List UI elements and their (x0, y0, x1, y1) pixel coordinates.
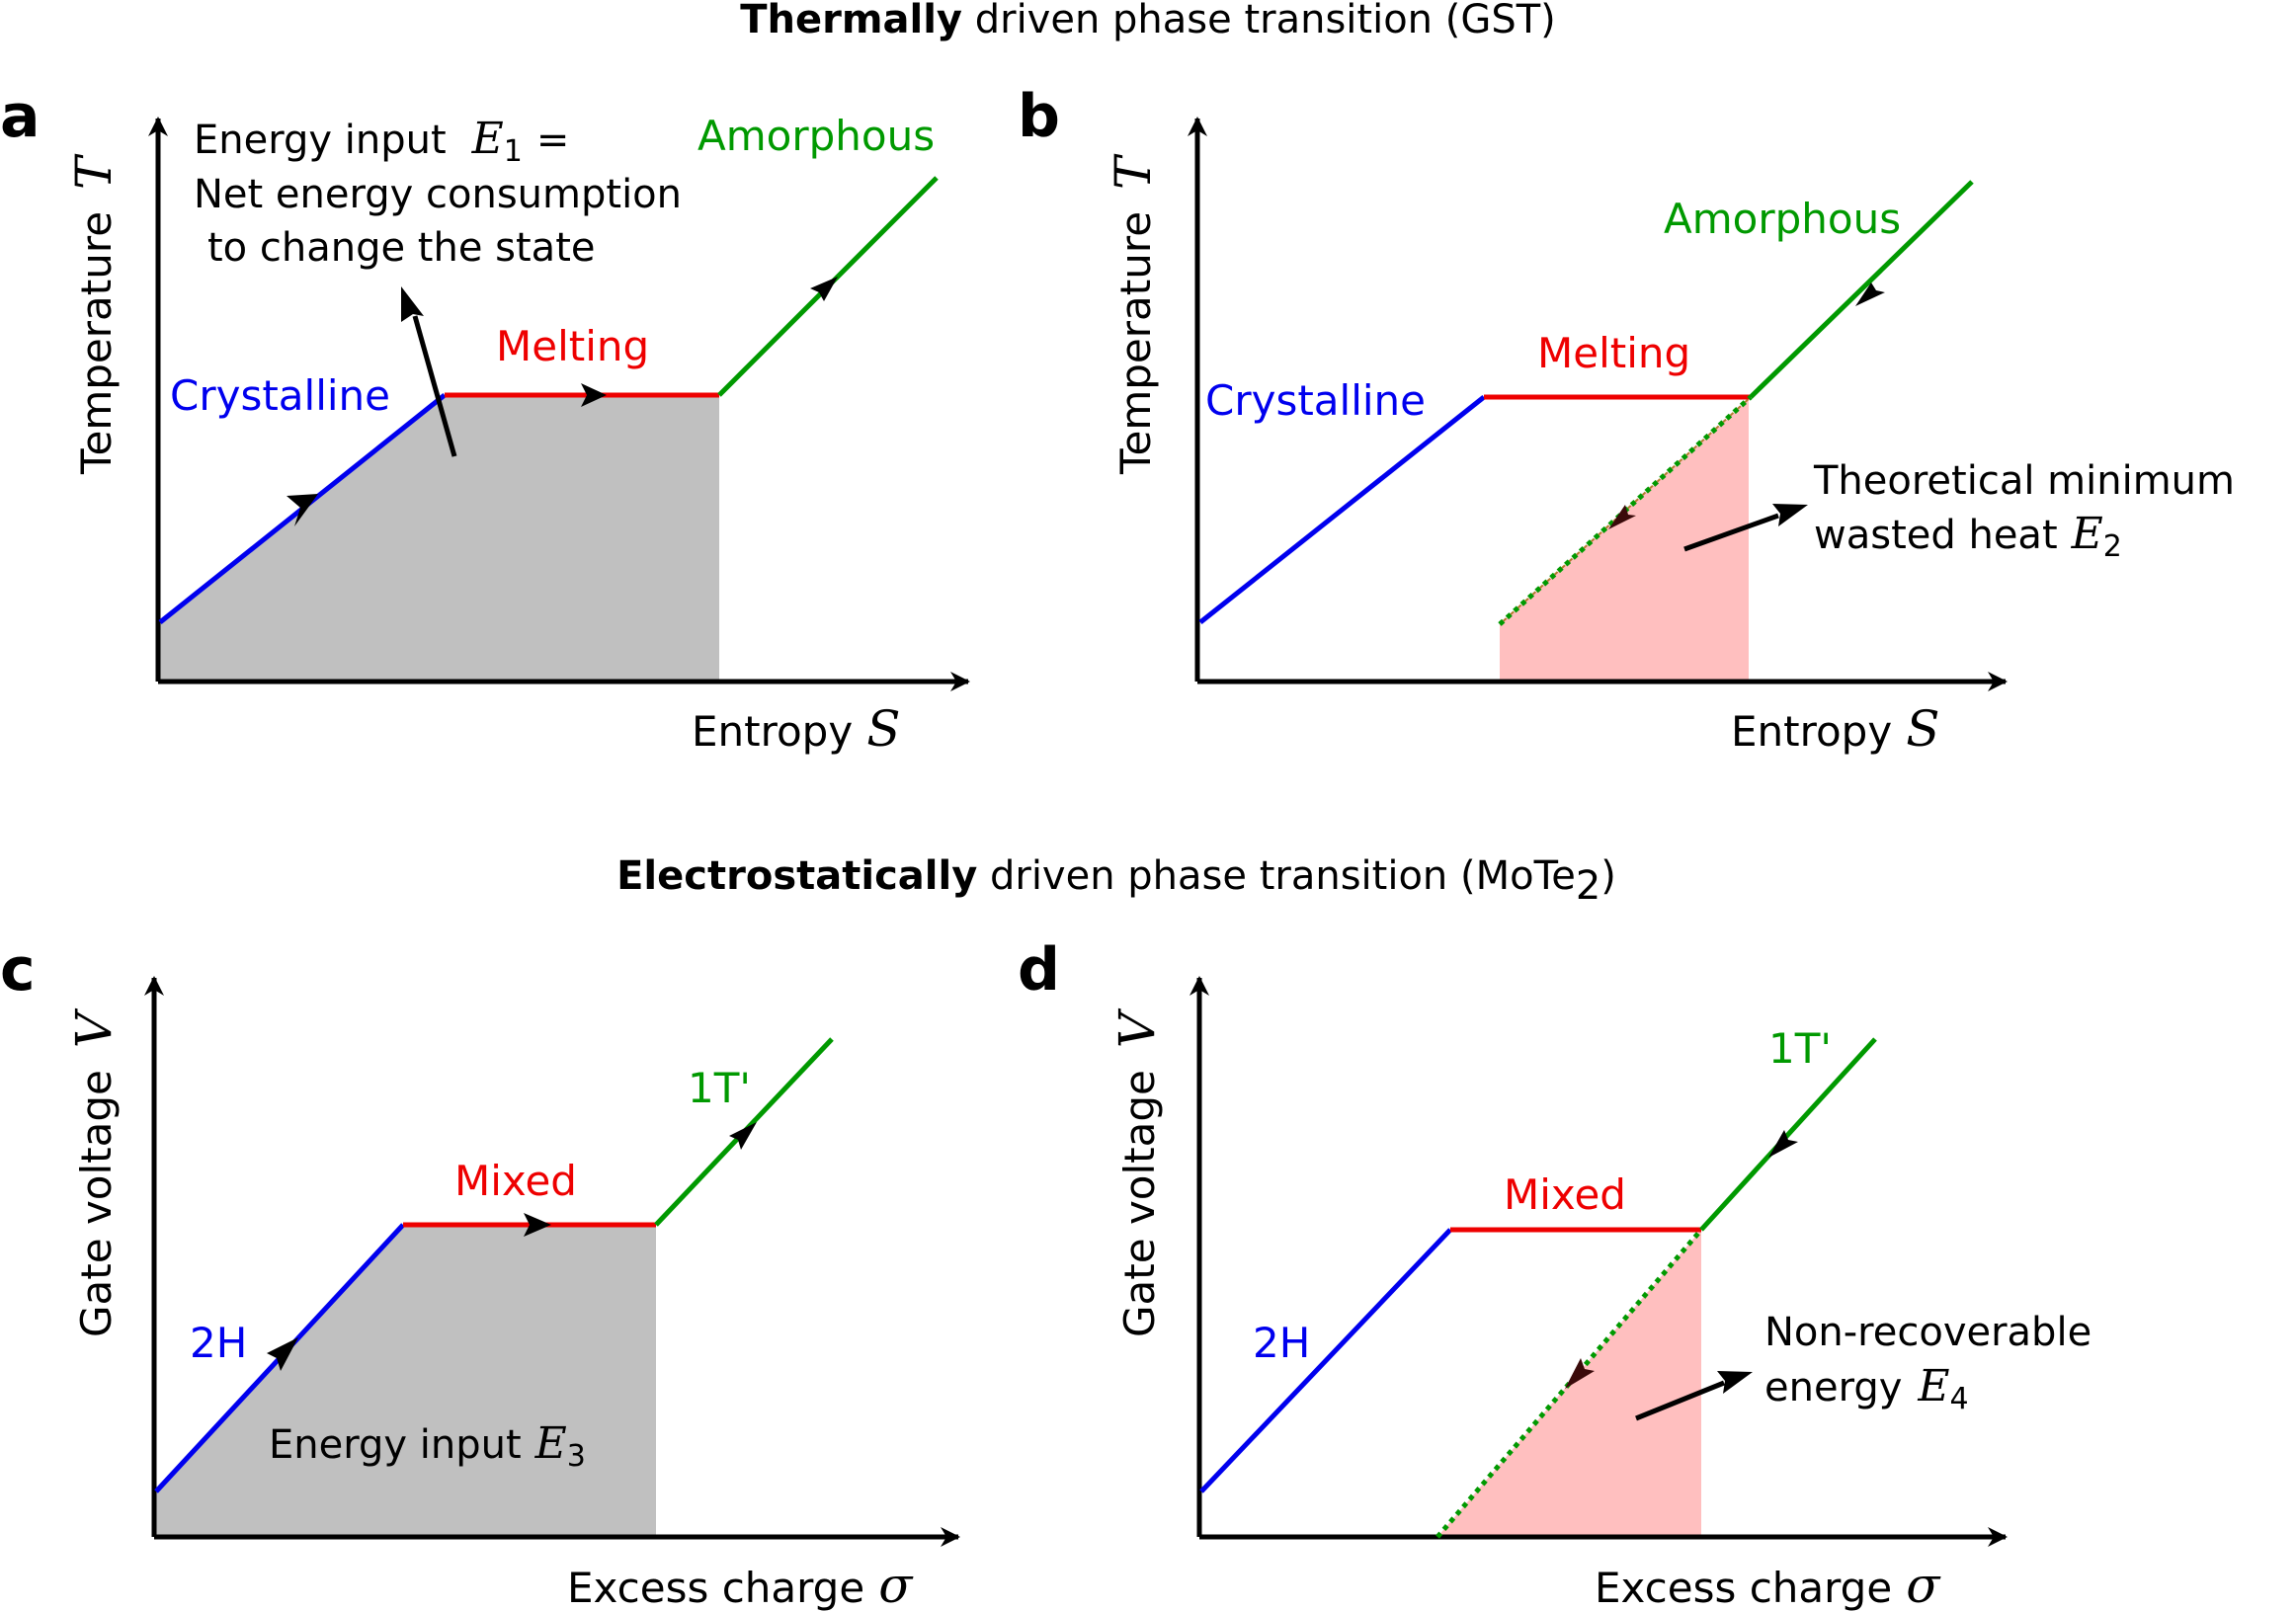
crystalline-line (1198, 395, 1486, 624)
arrow-marker (729, 1122, 757, 1150)
x-axis-label: Excess charge σ (1595, 1557, 1941, 1611)
phase-mid-label: Melting (1537, 329, 1690, 377)
energy-input-area (156, 1225, 656, 1537)
wasted-heat-area (1500, 400, 1749, 682)
annotation-arrow (412, 315, 457, 457)
x-axis-label: Entropy S (692, 700, 900, 758)
panel-c: c 2H Mixed 1T' Energy input E3 Excess cha… (0, 935, 960, 1611)
2h-line (1199, 1228, 1452, 1493)
energy-input-area (160, 395, 719, 682)
dotted-return-line (1499, 396, 1752, 625)
panel-d: d 2H Mixed 1T' Non-recoverable energy E4 … (1018, 935, 2091, 1611)
amorphous-line (1749, 180, 1974, 399)
y-axis-label: Gate voltageV (1108, 1007, 1166, 1337)
arrow-marker (401, 286, 424, 322)
phase-mid-label: Mixed (454, 1157, 577, 1205)
phase-high-label: Amorphous (1664, 195, 1901, 243)
panel-a: a Crystalline Melting Amorphous Energy i… (0, 82, 970, 758)
panel-b: b Crystalline Melting Amorphous Theoreti… (1018, 82, 2235, 758)
y-axis-label: Gate voltageV (65, 1007, 123, 1337)
note-line-2: wasted heat E2 (1814, 509, 2122, 564)
note-line-2: energy E4 (1764, 1361, 1969, 1416)
title-thermal: Thermally driven phase transition (GST) (740, 0, 1556, 42)
panel-letter-c: c (0, 935, 36, 1005)
y-axis-label: TemperatureT (65, 153, 123, 475)
1t-prime-line (1699, 1037, 1877, 1232)
phase-low-label: 2H (190, 1319, 247, 1367)
arrow-marker (1768, 1130, 1798, 1158)
arrow-marker (581, 383, 607, 407)
arrow-marker (267, 1337, 298, 1371)
phase-mid-label: Mixed (1504, 1170, 1626, 1219)
phase-high-label: 1T' (1768, 1024, 1832, 1073)
arrow-marker (287, 494, 318, 526)
note-line-1: Theoretical minimum (1813, 458, 2235, 504)
note-line-1: Non-recoverable (1764, 1310, 2091, 1355)
arrow-marker (524, 1213, 551, 1237)
note-line-2: Net energy consumption (194, 172, 682, 217)
annotation-arrow (1635, 1380, 1725, 1421)
arrow-marker (1855, 282, 1885, 306)
panel-letter-b: b (1018, 82, 1060, 151)
note-line-1: Energy input E3 (269, 1418, 586, 1474)
arrow-marker (1565, 1358, 1595, 1389)
arrow-marker (1772, 504, 1808, 526)
x-axis-label: Entropy S (1731, 700, 1939, 758)
arrow-marker (1717, 1371, 1753, 1394)
phase-high-label: Amorphous (697, 112, 935, 160)
phase-low-label: Crystalline (170, 371, 390, 420)
phase-low-label: Crystalline (1205, 376, 1426, 425)
annotation-arrow (1683, 513, 1779, 552)
note-line-3: to change the state (207, 225, 595, 271)
y-axis-label: TemperatureT (1105, 153, 1162, 475)
note-line-1: Energy input E1 = (194, 114, 569, 169)
panel-letter-d: d (1018, 935, 1060, 1005)
x-axis-label: Excess charge σ (567, 1557, 914, 1611)
arrow-marker (810, 277, 838, 301)
arrow-marker (1608, 505, 1636, 529)
title-electrostatic: Electrostatically driven phase transitio… (616, 853, 1616, 909)
phase-low-label: 2H (1253, 1319, 1310, 1367)
phase-high-label: 1T' (688, 1064, 751, 1112)
phase-mid-label: Melting (496, 322, 649, 370)
panel-letter-a: a (0, 82, 41, 151)
